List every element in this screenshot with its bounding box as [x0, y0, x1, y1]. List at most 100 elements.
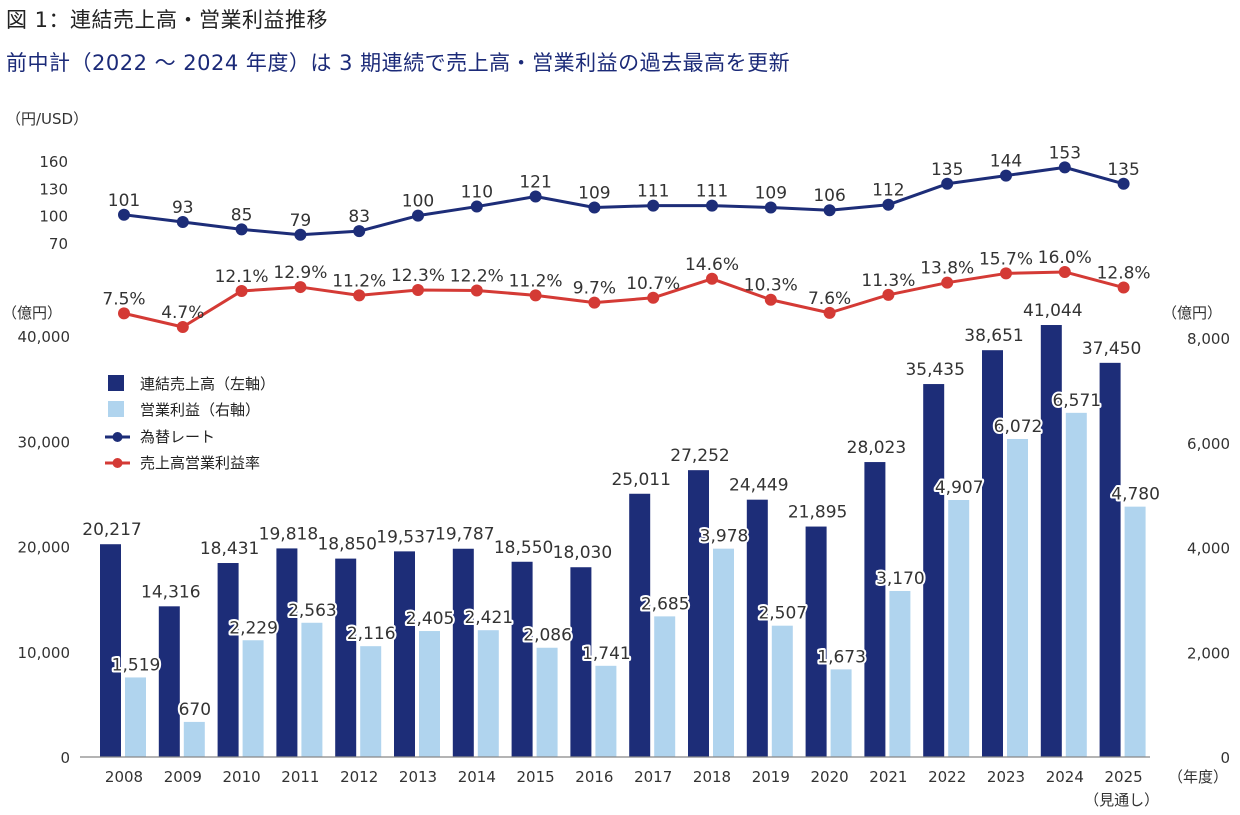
margin-point: [1058, 265, 1071, 278]
operating-profit-data-label: 2,405: [406, 609, 455, 629]
right-axis-tick-label: 6,000: [1187, 435, 1230, 453]
sales-data-label: 25,011: [611, 470, 670, 490]
sales-bar: [100, 544, 121, 757]
x-axis-tick-label: 2009: [164, 768, 202, 786]
margin-data-label: 11.2%: [332, 271, 386, 291]
x-axis-label: （年度）: [1168, 768, 1228, 786]
fx-rate-data-label: 111: [696, 182, 728, 202]
left-axis-tick-label: 40,000: [18, 328, 71, 346]
fx-rate-point: [941, 177, 954, 190]
sales-data-label: 27,252: [670, 446, 729, 466]
sales-data-label: 35,435: [905, 360, 964, 380]
margin-data-label: 14.6%: [685, 255, 739, 275]
operating-profit-data-label: 2,229: [229, 618, 278, 638]
operating-profit-bar: [1007, 438, 1028, 757]
fx-rate-point: [764, 201, 777, 214]
sales-data-label: 24,449: [729, 476, 788, 496]
fx-rate-point: [1058, 161, 1071, 174]
margin-data-label: 11.3%: [861, 271, 915, 291]
fx-rate-point: [647, 199, 660, 212]
sales-bar: [570, 567, 592, 757]
fx-rate-data-label: 109: [578, 183, 610, 203]
operating-profit-data-label: 670: [179, 700, 211, 720]
margin-data-label: 12.3%: [391, 266, 445, 286]
fx-rate-point: [706, 199, 718, 212]
right-axis-tick-label: 8,000: [1187, 330, 1230, 348]
fx-rate-data-label: 135: [931, 160, 963, 180]
x-axis-tick-label: 2020: [811, 768, 849, 786]
operating-profit-data-label: 1,741: [582, 644, 631, 664]
margin-point: [706, 272, 718, 285]
operating-profit-bar: [1065, 412, 1087, 757]
fx-rate-point: [294, 228, 307, 241]
operating-profit-bar: [830, 669, 852, 757]
sales-data-label: 18,850: [317, 535, 376, 555]
legend-swatch-sales: [108, 375, 124, 391]
left-axis-tick-label: 10,000: [18, 644, 71, 662]
operating-profit-data-label: 2,116: [347, 624, 396, 644]
left-axis-tick-label: 0: [60, 749, 70, 767]
margin-point: [1000, 267, 1012, 280]
fx-rate-data-label: 85: [231, 205, 253, 225]
fx-rate-data-label: 100: [402, 192, 434, 212]
margin-data-label: 7.6%: [808, 289, 851, 309]
margin-data-label: 15.7%: [979, 249, 1033, 269]
margin-data-label: 9.7%: [573, 279, 616, 299]
sales-data-label: 18,431: [200, 539, 259, 559]
sales-bar: [335, 558, 357, 757]
operating-profit-bar: [713, 548, 734, 757]
sales-data-label: 20,217: [82, 520, 141, 540]
margin-data-label: 7.5%: [102, 289, 145, 309]
operating-profit-data-label: 6,571: [1052, 391, 1101, 411]
x-axis-tick-label: 2013: [399, 768, 437, 786]
margin-data-label: 11.2%: [509, 271, 563, 291]
legend: 連結売上高（左軸） 営業利益（右軸） 為替レート 売上高営業利益率: [105, 375, 275, 472]
fx-rate-point: [588, 201, 601, 214]
left-axis-tick-label: 20,000: [18, 539, 71, 557]
fx-rate-point: [470, 200, 483, 213]
fx-rate-point: [118, 208, 130, 221]
operating-profit-bar: [771, 625, 793, 757]
sales-data-label: 37,450: [1082, 339, 1141, 359]
legend-label-fx: 為替レート: [140, 428, 215, 446]
x-axis-tick-label: 2014: [458, 768, 496, 786]
sales-bar: [864, 462, 886, 757]
x-axis-tick-label: 2019: [752, 768, 790, 786]
operating-profit-data-label: 2,563: [288, 601, 337, 621]
x-axis-tick-label: 2017: [634, 768, 672, 786]
operating-profit-data-label: 4,780: [1111, 485, 1160, 505]
right-axis-unit: （億円）: [1162, 304, 1222, 322]
sales-data-label: 21,895: [788, 503, 847, 523]
sales-bar: [629, 493, 651, 757]
sales-data-label: 18,030: [553, 543, 612, 563]
right-axis-tick-label: 0: [1220, 749, 1230, 767]
operating-profit-bar: [301, 622, 323, 757]
right-axis-tick-label: 4,000: [1187, 540, 1230, 558]
margin-data-label: 4.7%: [161, 303, 204, 323]
fx-axis-tick-label: 130: [39, 180, 68, 198]
fx-rate-data-label: 106: [813, 186, 845, 206]
fx-axis-tick-label: 100: [39, 208, 68, 226]
sales-bar: [394, 551, 415, 757]
legend-marker-fx: [105, 432, 130, 442]
operating-profit-data-label: 2,421: [464, 608, 513, 628]
margin-data-label: 16.0%: [1038, 248, 1092, 268]
x-axis-tick-label: 2016: [575, 768, 613, 786]
sales-bar: [217, 563, 239, 757]
margin-point: [470, 284, 483, 297]
margin-point: [647, 291, 660, 304]
x-axis-tick-label: 2024: [1046, 768, 1084, 786]
fx-rate-point: [823, 204, 836, 217]
fx-rate-point: [882, 198, 895, 211]
operating-profit-data-label: 3,170: [876, 569, 925, 589]
legend-marker-margin: [105, 458, 130, 468]
x-axis-tick-label: 2015: [517, 768, 555, 786]
fx-rate-data-label: 83: [348, 207, 370, 227]
fx-rate-data-label: 110: [461, 183, 493, 203]
fx-rate-point: [235, 223, 248, 236]
x-axis-tick-label: 2022: [928, 768, 966, 786]
x-axis-tick-label: 2025: [1105, 768, 1143, 786]
margin-point: [235, 284, 248, 297]
fx-rate-point: [1000, 169, 1012, 182]
sales-bar: [923, 384, 945, 757]
